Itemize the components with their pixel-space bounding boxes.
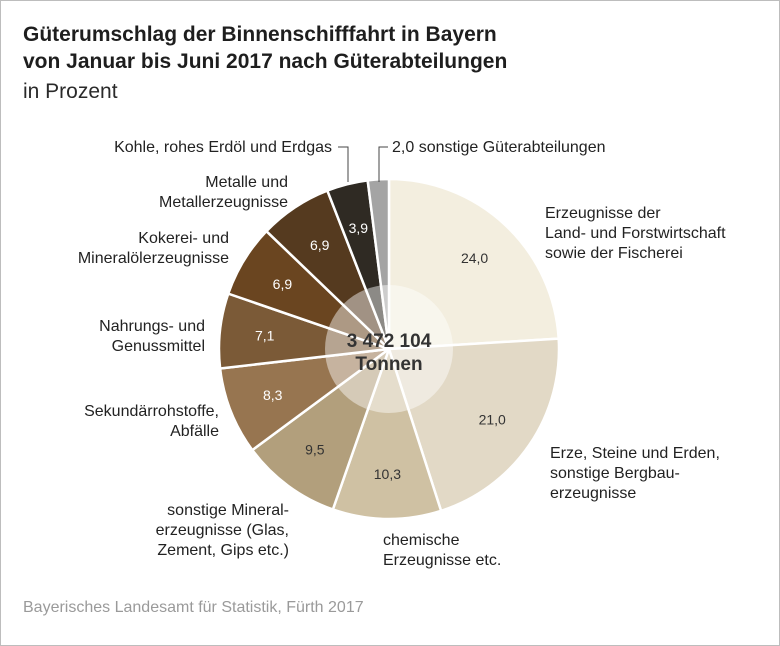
category-label: erzeugnisse (Glas, — [156, 522, 289, 539]
slice-value-label: 10,3 — [374, 466, 401, 482]
pie-slice — [387, 337, 561, 513]
category-label: Land- und Forstwirtschaft — [545, 225, 726, 242]
leader-line — [338, 146, 349, 182]
category-label: Erzeugnisse etc. — [383, 552, 501, 569]
chart-subtitle: in Prozent — [23, 80, 118, 103]
slice-value-label: 9,5 — [305, 442, 325, 458]
category-label: Genussmittel — [112, 338, 205, 355]
category-labels-group: Erzeugnisse der Land- und Forstwirtschaft… — [78, 139, 726, 569]
leader-lines-group — [338, 146, 388, 182]
category-label: erzeugnisse — [550, 485, 636, 502]
center-disc — [325, 285, 453, 413]
leader-line — [378, 146, 388, 182]
category-label: Kohle, rohes Erdöl und Erdgas — [114, 139, 332, 156]
slice-value-label: 6,9 — [310, 237, 330, 253]
category-label: Erze, Steine und Erden, — [550, 445, 720, 462]
category-label: Erzeugnisse der — [545, 205, 661, 222]
category-label: sonstige Mineral- — [167, 502, 289, 519]
category-label: sowie der Fischerei — [545, 245, 683, 262]
center-total-unit: Tonnen — [355, 354, 422, 375]
slice-value-label: 24,0 — [461, 250, 488, 266]
pie-slice — [251, 347, 391, 511]
pie-slice — [387, 177, 560, 351]
value-labels-group: 24,0 21,0 10,3 9,5 8,3 7,1 6,9 6,9 3,9 — [255, 220, 506, 482]
category-label: Zement, Gips etc.) — [157, 542, 289, 559]
category-label: 2,0 sonstige Güterabteilungen — [392, 139, 605, 156]
category-label: Nahrungs- und — [99, 318, 205, 335]
chart-title: Güterumschlag der Binnenschifffahrt in B… — [23, 21, 507, 75]
category-label: chemische — [383, 532, 460, 549]
category-label: Sekundärrohstoffe, — [84, 403, 219, 420]
slice-value-label: 7,1 — [255, 328, 275, 344]
title-line-2: von Januar bis Juni 2017 nach Güterabtei… — [23, 50, 508, 73]
title-line-1: Güterumschlag der Binnenschifffahrt in B… — [23, 23, 497, 46]
category-label: sonstige Bergbau- — [550, 465, 680, 482]
slice-value-label: 6,9 — [273, 276, 293, 292]
pie-slice — [331, 347, 443, 521]
category-label: Mineralölerzeugnisse — [78, 250, 229, 267]
slice-value-label: 21,0 — [479, 412, 506, 428]
category-label: Abfälle — [170, 423, 219, 440]
pie-slice — [218, 347, 391, 452]
pie-slice — [366, 177, 391, 351]
slices-group — [217, 177, 561, 521]
category-label: Metalle und — [205, 174, 288, 191]
slice-value-label: 8,3 — [263, 387, 283, 403]
center-total-value: 3 472 104 — [347, 331, 432, 352]
source-note: Bayerisches Landesamt für Statistik, Für… — [23, 599, 364, 616]
category-label: Kokerei- und — [138, 230, 229, 247]
category-label: Metallerzeugnisse — [159, 194, 288, 211]
slice-value-label: 3,9 — [349, 220, 369, 236]
